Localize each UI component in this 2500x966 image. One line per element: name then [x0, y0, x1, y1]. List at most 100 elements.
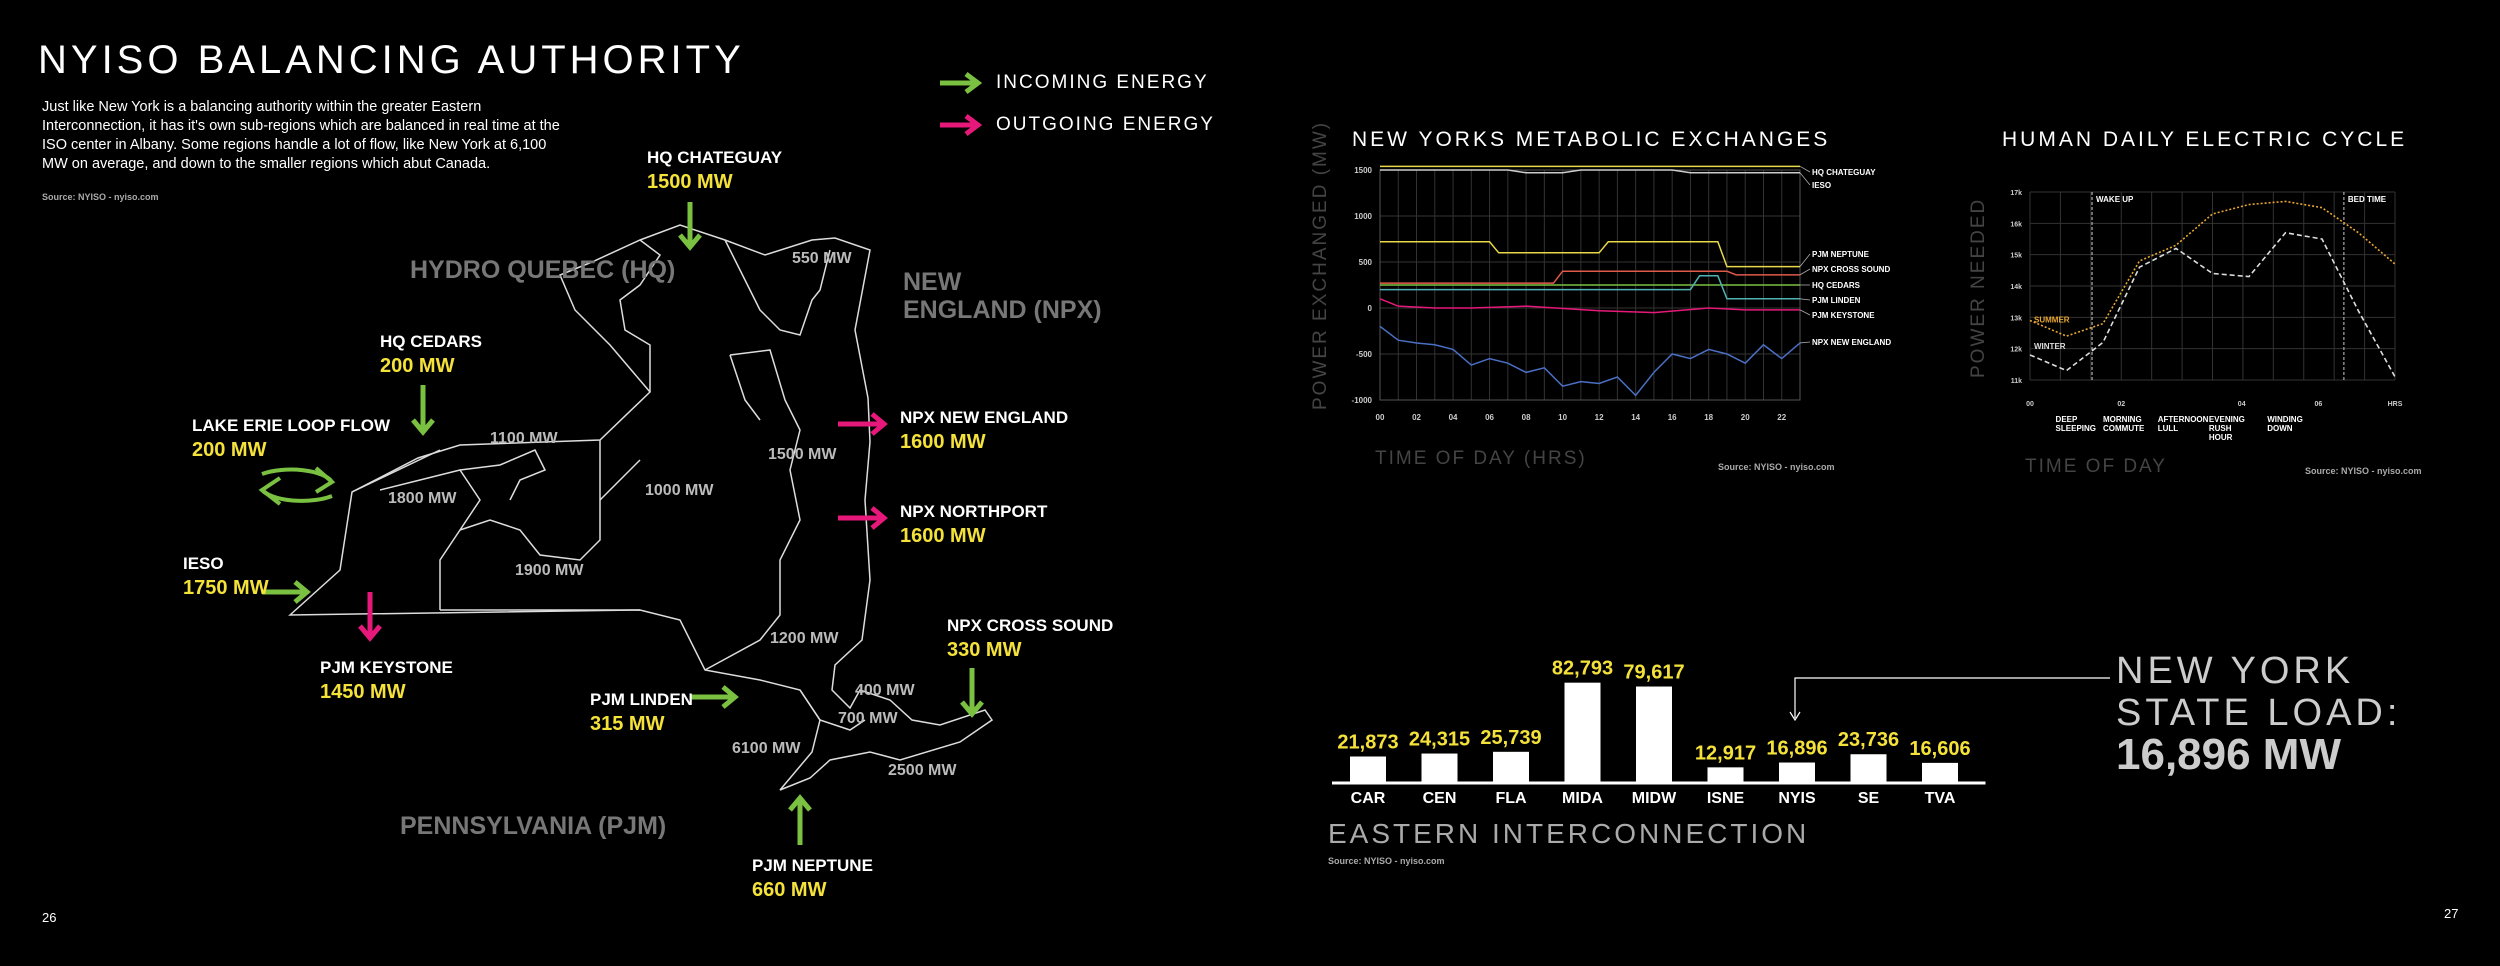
- green-arrow-icon: [940, 72, 983, 94]
- bar-category-label: TVA: [1925, 790, 1956, 807]
- bar: [1922, 762, 1958, 783]
- bar-value-label: 16,606: [1909, 738, 1970, 760]
- bar-category-label: CEN: [1423, 790, 1457, 807]
- bar-value-label: 21,873: [1337, 731, 1398, 753]
- flow-mw: 315 MW: [590, 713, 665, 735]
- bar: [1779, 762, 1815, 783]
- mw-label: 1500 MW: [768, 446, 837, 463]
- state-load: NEW YORK STATE LOAD: 16,896 MW: [2116, 650, 2402, 779]
- bar-value-label: 79,617: [1623, 662, 1684, 684]
- bar-category-label: MIDW: [1632, 790, 1677, 807]
- mw-label: 700 MW: [838, 710, 898, 727]
- flow-name: LAKE ERIE LOOP FLOW: [192, 416, 391, 435]
- leader-line: [1799, 309, 1811, 316]
- cycle-chart-title: HUMAN DAILY ELECTRIC CYCLE: [2002, 128, 2408, 151]
- x-tick-label: 00: [2026, 401, 2034, 408]
- page-number-right: 27: [2444, 906, 2459, 921]
- bar-value-label: 12,917: [1695, 742, 1756, 764]
- leader-line: [1799, 341, 1811, 344]
- mw-label: 400 MW: [855, 682, 915, 699]
- period-label: DEEP SLEEPING: [2056, 415, 2096, 433]
- region-ne-line1: NEW: [903, 268, 962, 296]
- series-label: IESO: [1812, 181, 1831, 190]
- bar-category-label: CAR: [1351, 790, 1386, 807]
- series-line: [1379, 298, 1800, 314]
- flow-name: NPX NEW ENGLAND: [900, 408, 1069, 427]
- x-tick-label: 10: [1558, 413, 1567, 422]
- flow-name: PJM KEYSTONE: [320, 658, 453, 677]
- flow-name: IESO: [183, 554, 224, 573]
- legend-outgoing: OUTGOING ENERGY: [938, 114, 1215, 136]
- flow-name: PJM NEPTUNE: [752, 856, 873, 875]
- series-label: HQ CHATEGUAY: [1812, 168, 1876, 177]
- flow-name: PJM LINDEN: [590, 690, 693, 709]
- leader-line: [1799, 172, 1811, 186]
- exchanges-source: Source: NYISO - nyiso.com: [1718, 462, 1835, 472]
- series-label: PJM NEPTUNE: [1812, 250, 1870, 259]
- mw-label: 1900 MW: [515, 562, 584, 579]
- flow-pjm-keystone: PJM KEYSTONE 1450 MW: [320, 656, 453, 704]
- bar-value-label: 25,739: [1480, 727, 1541, 749]
- bar: [1350, 756, 1386, 783]
- flow-mw: 1750 MW: [183, 577, 269, 599]
- x-tick-label: HRS: [2388, 401, 2403, 408]
- flow-mw: 200 MW: [192, 439, 267, 461]
- cycle-chart: 17k 16k 15k 14k 13k 12k 11k 00 02 04 06 HRS DEEP SLEE…: [2010, 190, 2403, 442]
- region-pjm: PENNSYLVANIA (PJM): [400, 812, 667, 840]
- state-load-line1: NEW YORK: [2116, 650, 2355, 692]
- x-tick-label: 06: [1485, 413, 1494, 422]
- bar-category-label: FLA: [1495, 790, 1527, 807]
- period-label: AFTERNOON LULL: [2158, 415, 2209, 433]
- y-tick-label: 17k: [2010, 190, 2022, 197]
- mw-label: 2500 MW: [888, 762, 957, 779]
- mw-label: 1000 MW: [645, 482, 714, 499]
- bar: [1707, 767, 1744, 783]
- series-label: NPX NEW ENGLAND: [1812, 338, 1891, 347]
- state-load-line2: STATE LOAD:: [2116, 692, 2402, 734]
- flow-npx-northport: NPX NORTHPORT 1600 MW: [900, 500, 1047, 548]
- mw-label: 1800 MW: [388, 490, 457, 507]
- series-label: PJM KEYSTONE: [1812, 311, 1875, 320]
- flow-pjm-linden: PJM LINDEN 315 MW: [590, 688, 693, 736]
- x-tick-label: 20: [1741, 413, 1750, 422]
- bar-category-label: SE: [1858, 790, 1880, 807]
- x-tick-label: 04: [1449, 413, 1458, 422]
- bar: [1850, 754, 1887, 783]
- y-tick-label: 15k: [2010, 253, 2022, 260]
- period-label: EVENING RUSH HOUR: [2209, 415, 2245, 442]
- y-tick-label: 0: [1368, 304, 1373, 313]
- series-line: [1380, 270, 1800, 284]
- x-tick-label: 02: [1412, 413, 1421, 422]
- mw-label: 1200 MW: [770, 630, 839, 647]
- page-title: NYISO BALANCING AUTHORITY: [38, 38, 745, 82]
- exchanges-ylabel: POWER EXCHANGED (MW): [1310, 120, 1331, 410]
- flow-hq-cedars: HQ CEDARS 200 MW: [380, 330, 482, 378]
- flow-name: HQ CHATEGUAY: [647, 148, 783, 167]
- flow-name: NPX CROSS SOUND: [947, 616, 1114, 635]
- bar-category-label: ISNE: [1707, 790, 1745, 807]
- x-tick-label: 04: [2238, 401, 2246, 408]
- legend-incoming-label: INCOMING ENERGY: [996, 72, 1209, 93]
- leader-line: [1799, 253, 1811, 267]
- flow-hq-chateguay: HQ CHATEGUAY 1500 MW: [647, 146, 782, 194]
- series-line: [1380, 241, 1800, 268]
- y-tick-label: 16k: [2010, 221, 2022, 228]
- x-tick-label: 12: [1595, 413, 1604, 422]
- region-hq: HYDRO QUEBEC (HQ): [410, 256, 676, 284]
- state-load-value: 16,896 MW: [2116, 730, 2341, 779]
- bar: [1564, 682, 1601, 783]
- bar: [1493, 751, 1529, 783]
- eastern-title: EASTERN INTERCONNECTION: [1328, 818, 1810, 849]
- series-line: [2029, 231, 2396, 378]
- bar-category-label: NYIS: [1778, 790, 1816, 807]
- y-tick-label: 500: [1359, 258, 1373, 267]
- series-label: NPX CROSS SOUND: [1812, 265, 1890, 274]
- bar-value-label: 23,736: [1838, 729, 1899, 751]
- x-tick-label: 14: [1631, 413, 1640, 422]
- flow-lake-erie: LAKE ERIE LOOP FLOW 200 MW: [192, 414, 390, 462]
- series-line: [1380, 275, 1800, 300]
- series-line: [1379, 325, 1801, 397]
- flow-mw: 1500 MW: [647, 171, 733, 193]
- flow-ieso: IESO 1750 MW: [183, 552, 269, 600]
